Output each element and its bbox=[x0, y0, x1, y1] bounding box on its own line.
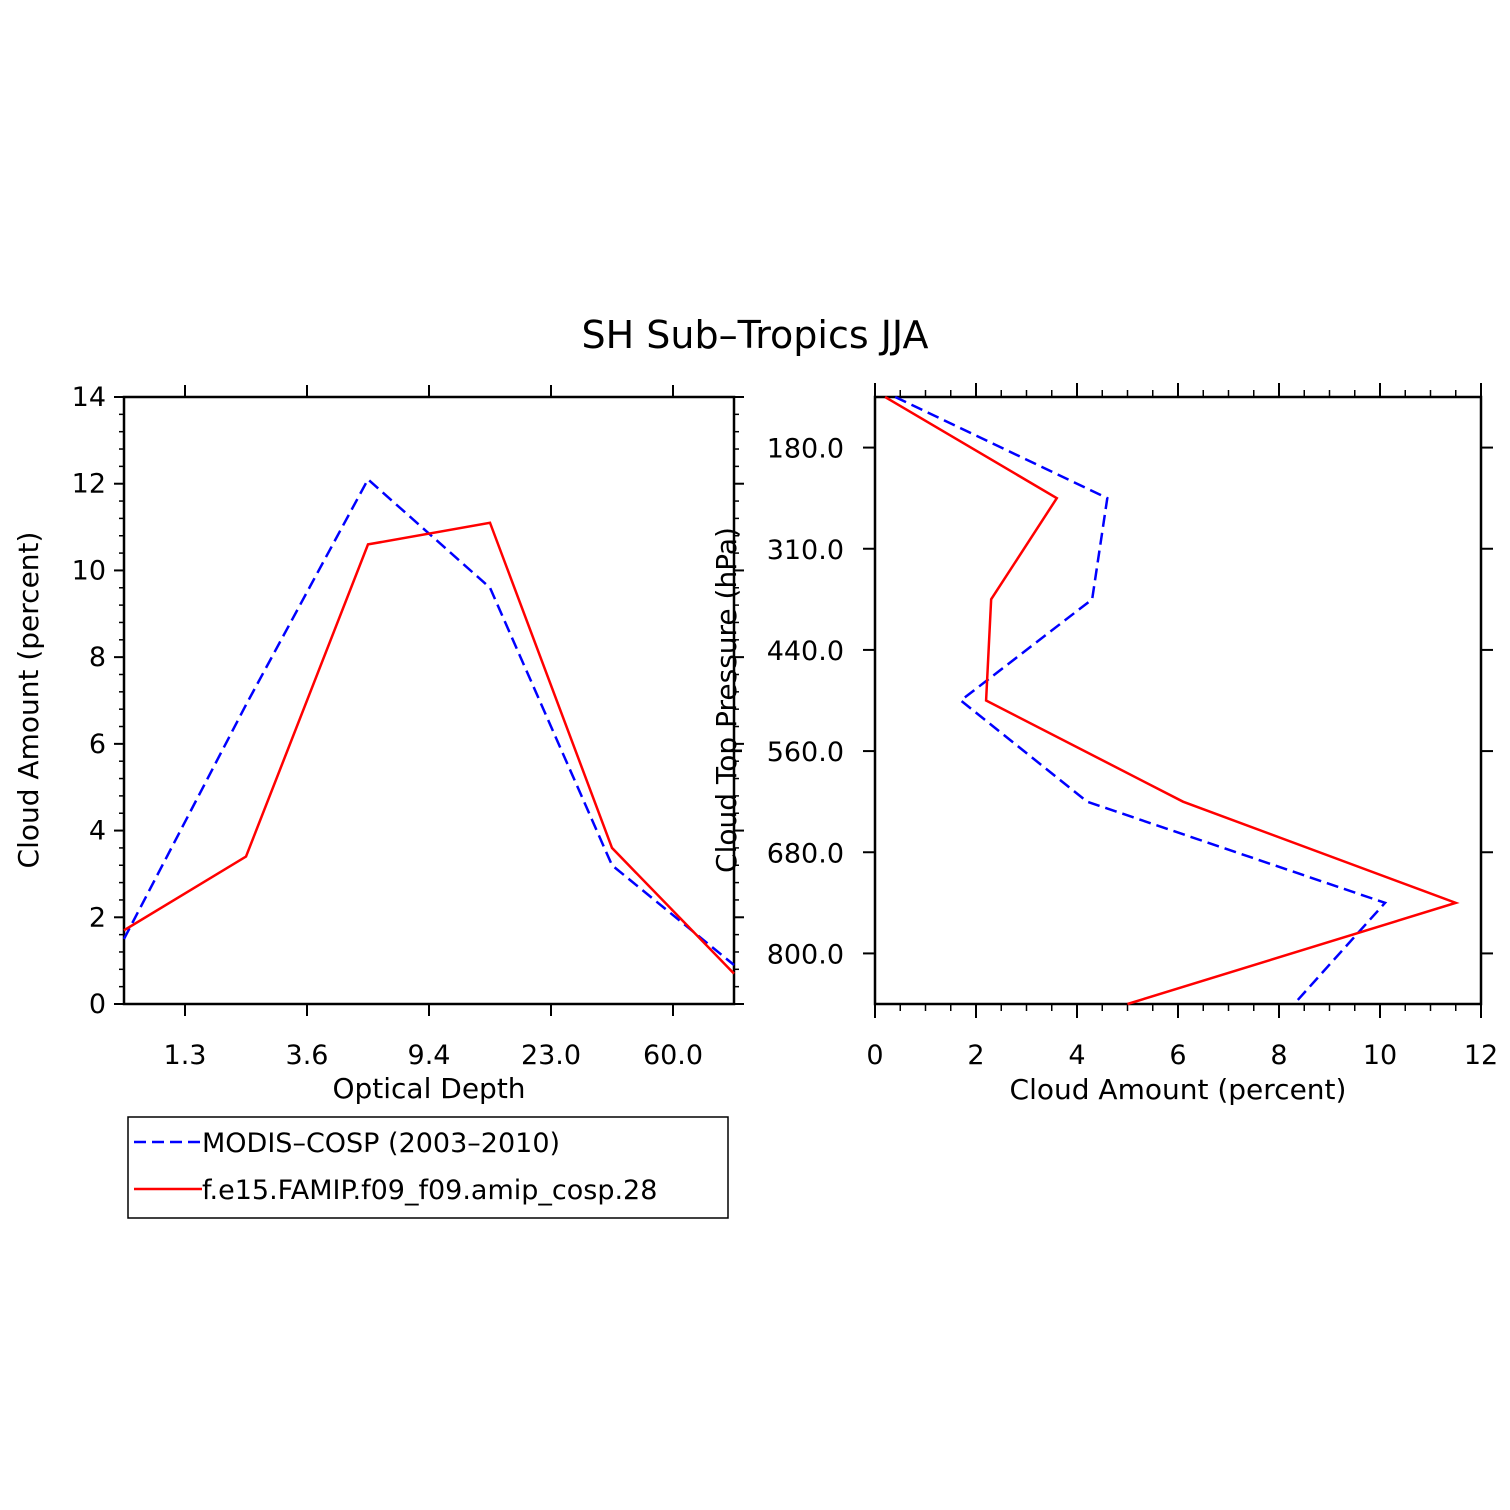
right-series-line-model bbox=[884, 395, 1460, 1006]
left-y-tick-label: 10 bbox=[72, 555, 106, 586]
left-y-tick-label: 8 bbox=[89, 642, 106, 673]
left-panel-optical-depth: 0 2 4 6 8 10 12 14 1.3 3.6 9.4 23.0 60.0 Optical Dep… bbox=[12, 382, 744, 1105]
left-tick-labels: 0 2 4 6 8 10 12 14 1.3 3.6 9.4 23.0 60.0 bbox=[72, 382, 703, 1071]
right-plot-frame bbox=[873, 395, 1483, 1006]
left-y-tick-label: 4 bbox=[89, 816, 106, 847]
left-x-tick-label: 23.0 bbox=[521, 1040, 581, 1071]
right-y-tick-label: 800.0 bbox=[767, 939, 844, 970]
left-tick-marks bbox=[114, 385, 744, 1016]
right-tick-labels: 0 2 4 6 8 10 12 180.0 310.0 440.0 560.0 680.0 800.0 bbox=[767, 434, 1498, 1071]
left-x-tick-label: 1.3 bbox=[164, 1040, 207, 1071]
right-x-tick-label: 4 bbox=[1068, 1040, 1085, 1071]
right-x-tick-label: 8 bbox=[1270, 1040, 1287, 1071]
right-y-tick-label: 180.0 bbox=[767, 434, 844, 465]
right-series-line-modis bbox=[894, 395, 1388, 1005]
legend-label-modis: MODIS–COSP (2003–2010) bbox=[202, 1128, 560, 1159]
right-x-tick-label: 2 bbox=[967, 1040, 984, 1071]
legend: MODIS–COSP (2003–2010) f.e15.FAMIP.f09_f… bbox=[127, 1116, 729, 1219]
right-series-group bbox=[884, 395, 1460, 1006]
right-x-tick-label: 10 bbox=[1363, 1040, 1397, 1071]
right-y-axis-title: Cloud Top Pressure (hPa) bbox=[710, 527, 743, 873]
left-y-tick-label: 0 bbox=[89, 989, 106, 1020]
right-y-tick-label: 560.0 bbox=[767, 737, 844, 768]
right-x-tick-label: 12 bbox=[1464, 1040, 1498, 1071]
left-x-tick-label: 3.6 bbox=[286, 1040, 329, 1071]
left-plot-frame bbox=[122, 395, 736, 1006]
right-y-tick-label: 440.0 bbox=[767, 636, 844, 667]
left-x-tick-label: 60.0 bbox=[643, 1040, 703, 1071]
right-y-tick-label: 680.0 bbox=[767, 838, 844, 869]
right-x-tick-label: 0 bbox=[866, 1040, 883, 1071]
legend-box bbox=[127, 1116, 729, 1219]
right-panel-pressure: 0 2 4 6 8 10 12180.0310.0440.0560.0680.0800.0 … bbox=[710, 383, 1498, 1106]
right-y-tick-label: 310.0 bbox=[767, 535, 844, 566]
left-y-tick-label: 12 bbox=[72, 469, 106, 500]
left-series-line-model bbox=[123, 521, 735, 975]
left-x-tick-label: 9.4 bbox=[408, 1040, 451, 1071]
left-series-group bbox=[122, 477, 735, 975]
right-x-axis-title: Cloud Amount (percent) bbox=[1010, 1073, 1347, 1106]
left-y-tick-label: 2 bbox=[89, 902, 106, 933]
left-y-axis-title: Cloud Amount (percent) bbox=[12, 532, 45, 869]
right-x-tick-label: 6 bbox=[1169, 1040, 1186, 1071]
left-x-axis-title: Optical Depth bbox=[332, 1072, 525, 1105]
chart-title: SH Sub–Tropics JJA bbox=[582, 313, 929, 357]
right-tick-marks bbox=[863, 383, 1493, 1018]
left-y-tick-label: 6 bbox=[89, 729, 106, 760]
left-series-line-modis bbox=[122, 477, 735, 966]
left-y-tick-label: 14 bbox=[72, 382, 106, 413]
legend-label-model: f.e15.FAMIP.f09_f09.amip_cosp.28 bbox=[202, 1175, 657, 1206]
